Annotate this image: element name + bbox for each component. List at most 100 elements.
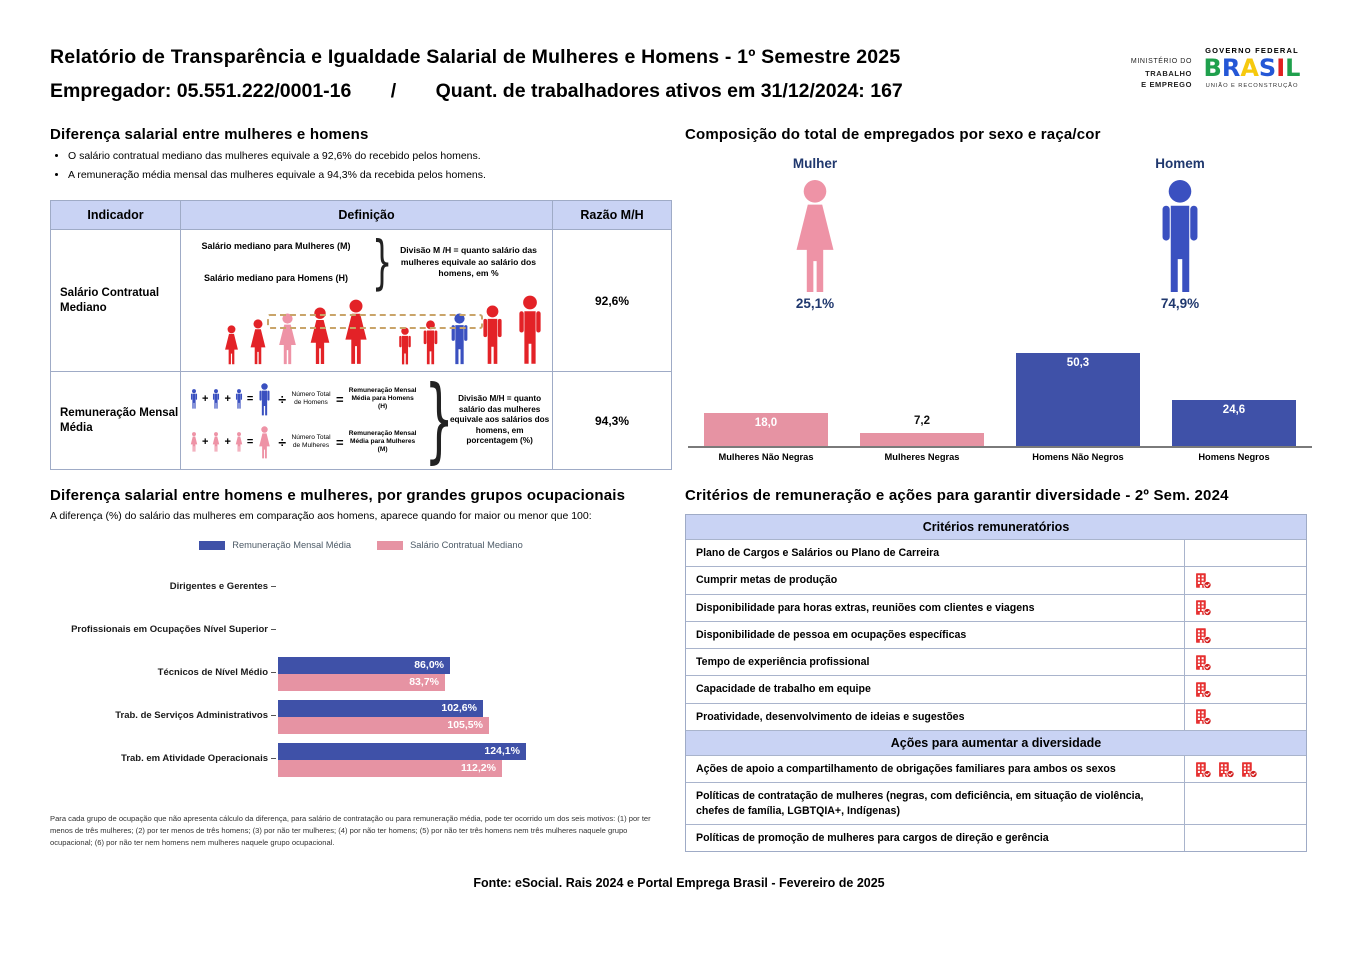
definition-cell: Salário mediano para Mulheres (M) Salári… xyxy=(181,230,553,371)
legend-label: Salário Contratual Mediano xyxy=(410,540,523,550)
bar: 18,0 xyxy=(704,413,828,446)
bar: 50,3 xyxy=(1016,353,1140,446)
female-pictogram-icon xyxy=(755,179,875,294)
female-percentage: 25,1% xyxy=(795,296,835,311)
occupational-subtitle: A diferença (%) do salário das mulheres … xyxy=(50,510,592,522)
occupation-row: Técnicos de Nível Médio 86,0% 83,7% xyxy=(50,652,672,695)
men-average-formula: + + = ÷ Número Total de Homens = Remuneraç… xyxy=(189,382,418,416)
occupation-label: Profissionais em Ocupações Nível Superio… xyxy=(50,624,278,636)
ministry-logo: MINISTÉRIO DO TRABALHO E EMPREGO xyxy=(1096,57,1192,90)
men-result-label: Remuneração Mensal Média para Homens (H) xyxy=(348,386,417,411)
column-header: Definição xyxy=(181,201,553,229)
ministry-line: TRABALHO xyxy=(1145,68,1192,78)
women-average-formula: + + = ÷ Número Total de Mulheres = Remuner… xyxy=(189,425,418,459)
men-total-label: Número Total de Homens xyxy=(291,390,331,406)
ministry-line: MINISTÉRIO DO xyxy=(1130,58,1192,65)
male-pictogram-icon xyxy=(1162,180,1198,292)
male-pictogram-icon xyxy=(235,389,242,409)
occupation-label: Trab. em Atividade Operacionais xyxy=(50,753,278,765)
company-check-icon xyxy=(1196,655,1212,671)
composition-bar-chart: 18,0 7,2 50,3 24,6 xyxy=(688,326,1312,448)
company-check-icon xyxy=(1196,761,1212,778)
equals-sign: = xyxy=(336,434,344,450)
table-row: Salário Contratual Mediano Salário media… xyxy=(51,229,671,371)
male-pictogram-icon xyxy=(423,320,438,365)
criteria-row: Capacidade de trabalho em equipe xyxy=(686,675,1306,703)
bar: 112,2% xyxy=(278,759,502,777)
female-pictogram-icon xyxy=(345,299,367,364)
median-pictogram-row xyxy=(185,288,548,371)
bar-value-label: 7,2 xyxy=(914,415,930,427)
female-pictogram-icon xyxy=(190,432,198,452)
legend-swatch-pink xyxy=(377,540,404,550)
plus-sign: + xyxy=(202,436,209,448)
occupation-row: Profissionais em Ocupações Nível Superio… xyxy=(50,609,672,652)
brasil-letter: S xyxy=(1258,54,1277,82)
indicator-label: Salário Contratual Mediano xyxy=(51,230,181,371)
criteria-row: Disponibilidade para horas extras, reuni… xyxy=(686,593,1306,621)
legend-swatch-blue xyxy=(199,540,226,550)
brasil-letter: A xyxy=(1240,54,1259,82)
plus-sign: + xyxy=(202,393,209,405)
female-composition: Mulher 25,1% xyxy=(755,156,875,311)
male-pictogram-icon xyxy=(213,389,220,409)
category-label: Mulheres Não Negras xyxy=(718,452,814,462)
legend-item: Remuneração Mensal Média xyxy=(199,540,351,550)
source-note: Fonte: eSocial. Rais 2024 e Portal Empre… xyxy=(473,876,885,890)
criteria-icons xyxy=(1184,756,1306,783)
salary-gap-table: Indicador Definição Razão M/H Salário Co… xyxy=(50,200,672,470)
company-check-icon xyxy=(1196,709,1212,726)
composition-title: Composição do total de empregados por se… xyxy=(685,126,1101,143)
company-check-icon xyxy=(1196,600,1212,617)
criteria-label: Proatividade, desenvolvimento de ideias … xyxy=(696,710,965,723)
male-pictogram-icon xyxy=(190,389,198,409)
median-men-label: Salário mediano para Homens (H) xyxy=(203,273,349,284)
plus-sign: + xyxy=(224,436,231,448)
plus-sign: + xyxy=(224,393,231,405)
criteria-icons xyxy=(1184,824,1306,852)
criteria-label: Disponibilidade para horas extras, reuni… xyxy=(696,601,1035,614)
criteria-row: Disponibilidade de pessoa em ocupações e… xyxy=(686,620,1306,649)
criteria-label: Ações de apoio a compartilhamento de obr… xyxy=(696,763,1116,776)
criteria-icons xyxy=(1184,676,1306,703)
legend-item: Salário Contratual Mediano xyxy=(377,540,523,550)
male-figure xyxy=(395,327,415,365)
occupation-label: Técnicos de Nível Médio xyxy=(50,667,278,679)
gov-slogan: UNIÃO E RECONSTRUÇÃO xyxy=(1205,82,1299,89)
female-pictogram-icon xyxy=(259,425,271,458)
median-highlight-box xyxy=(267,314,483,330)
criteria-row: Ações de apoio a compartilhamento de obr… xyxy=(686,755,1306,783)
criteria-label: Políticas de promoção de mulheres para c… xyxy=(696,831,1049,844)
report-title: Relatório de Transparência e Igualdade S… xyxy=(50,46,901,68)
criteria-icons xyxy=(1184,594,1306,621)
chart-legend: Remuneração Mensal Média Salário Contrat… xyxy=(50,540,672,550)
division-sign: ÷ xyxy=(278,391,286,407)
criteria-section-header: Ações para aumentar a diversidade xyxy=(686,730,1306,756)
criteria-row: Cumprir metas de produção xyxy=(686,566,1306,594)
legend-label: Remuneração Mensal Média xyxy=(232,540,352,550)
male-pictogram-icon xyxy=(259,382,270,415)
category-label: Homens Não Negros xyxy=(1032,452,1124,462)
division-sign: ÷ xyxy=(278,434,286,450)
bar-value-label: 24,6 xyxy=(1222,404,1246,416)
ratio-value: 94,3% xyxy=(594,413,630,428)
table-header-row: Indicador Definição Razão M/H xyxy=(51,201,671,229)
column-header: Razão M/H xyxy=(580,208,644,222)
ministry-line: E EMPREGO xyxy=(1141,79,1192,89)
occupational-title: Diferença salarial entre homens e mulher… xyxy=(50,487,626,504)
category-label: Mulheres Negras xyxy=(884,452,960,462)
male-label: Homem xyxy=(1155,156,1205,171)
definition-note: Divisão M /H = quanto salário das mulher… xyxy=(400,245,537,278)
criteria-icons xyxy=(1184,703,1306,731)
male-figure xyxy=(477,305,508,365)
women-total-label: Número Total de Mulheres xyxy=(291,433,331,449)
criteria-icons xyxy=(1184,649,1306,676)
bar-value-label: 50,3 xyxy=(1066,357,1090,369)
female-pictogram-icon xyxy=(213,432,220,452)
occupation-row: Trab. de Serviços Administrativos 102,6% 1… xyxy=(50,695,672,738)
female-figure xyxy=(339,299,373,365)
equals-sign: = xyxy=(336,391,344,407)
brasil-logo: BRASIL xyxy=(1200,54,1304,83)
bar: 105,5% xyxy=(278,716,489,734)
chart-baseline xyxy=(688,446,1312,448)
